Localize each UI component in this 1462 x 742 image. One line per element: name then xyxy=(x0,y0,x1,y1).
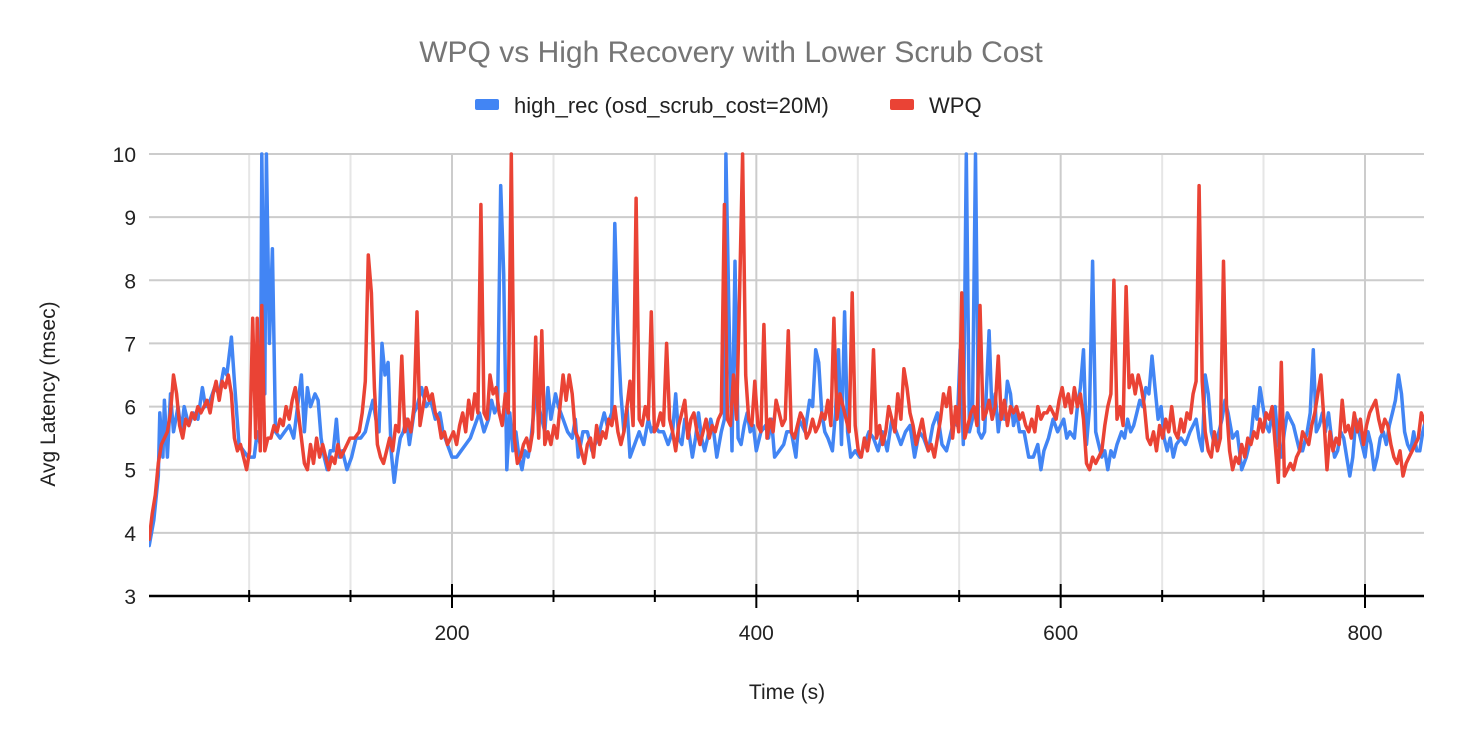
series-line-wpq xyxy=(149,152,1424,541)
legend: high_rec (osd_scrub_cost=20M) WPQ xyxy=(475,93,982,118)
legend-label-high-rec: high_rec (osd_scrub_cost=20M) xyxy=(514,93,829,118)
y-axis-title: Avg Latency (msec) xyxy=(37,301,60,486)
legend-label-wpq: WPQ xyxy=(929,93,982,118)
legend-item-high-rec[interactable]: high_rec (osd_scrub_cost=20M) xyxy=(475,93,829,118)
x-axis-tick-labels: 200 400 600 800 xyxy=(434,622,1382,645)
y-tick-label: 4 xyxy=(124,523,136,546)
y-tick-label: 6 xyxy=(124,397,136,420)
legend-swatch-high-rec xyxy=(475,99,499,110)
chart-title: WPQ vs High Recovery with Lower Scrub Co… xyxy=(419,36,1043,69)
series-layer xyxy=(149,152,1424,548)
x-tick-label: 800 xyxy=(1347,622,1382,645)
y-axis-tick-labels: 3 4 5 6 7 8 9 10 xyxy=(113,144,137,609)
x-tick-label: 600 xyxy=(1043,622,1078,645)
legend-item-wpq[interactable]: WPQ xyxy=(890,93,982,118)
vertical-gridlines xyxy=(248,154,1366,596)
y-tick-label: 10 xyxy=(113,144,136,167)
y-tick-label: 9 xyxy=(124,207,136,230)
x-tick-label: 200 xyxy=(434,622,469,645)
x-axis-ticks xyxy=(248,584,1366,608)
x-tick-label: 400 xyxy=(739,622,774,645)
y-tick-label: 7 xyxy=(124,333,136,356)
y-tick-label: 5 xyxy=(124,460,136,483)
y-tick-label: 3 xyxy=(124,586,136,609)
x-axis-title: Time (s) xyxy=(749,681,825,704)
y-tick-label: 8 xyxy=(124,270,136,293)
legend-swatch-wpq xyxy=(890,99,914,110)
